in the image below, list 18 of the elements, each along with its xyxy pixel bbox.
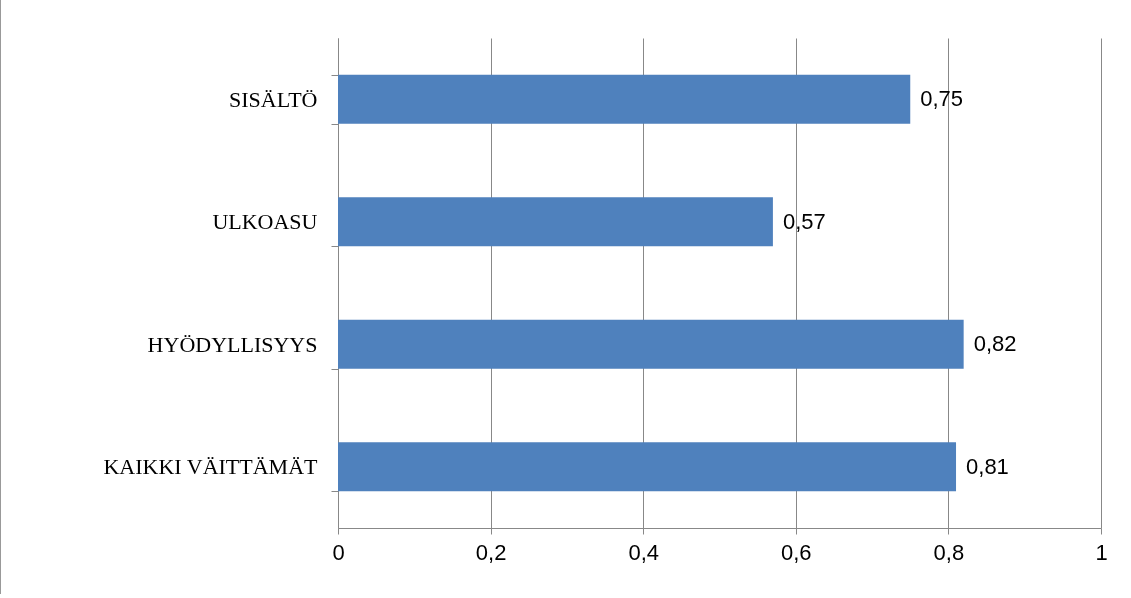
- data-label: 0,75: [920, 86, 964, 112]
- bar: [338, 197, 773, 247]
- x-tick-label: 0: [332, 539, 345, 565]
- y-tick-label: HYÖDYLLISYYS: [147, 331, 318, 357]
- x-tick-label: 0,8: [933, 539, 965, 565]
- data-label: 0,81: [966, 453, 1009, 479]
- y-tick-label: SISÄLTÖ: [229, 86, 318, 112]
- x-tick-label: 0,2: [475, 539, 507, 565]
- x-tick-label: 1: [1095, 539, 1108, 565]
- x-tick-label: 0,4: [628, 539, 659, 565]
- x-tick-label: 0,6: [781, 539, 812, 565]
- bar: [338, 74, 911, 124]
- y-tick-label: ULKOASU: [212, 209, 318, 235]
- data-label: 0,57: [782, 208, 826, 234]
- data-label: 0,82: [973, 331, 1017, 357]
- bar: [338, 442, 957, 492]
- y-tick-label: KAIKKI VÄITTÄMÄT: [103, 454, 319, 480]
- bar: [338, 319, 964, 369]
